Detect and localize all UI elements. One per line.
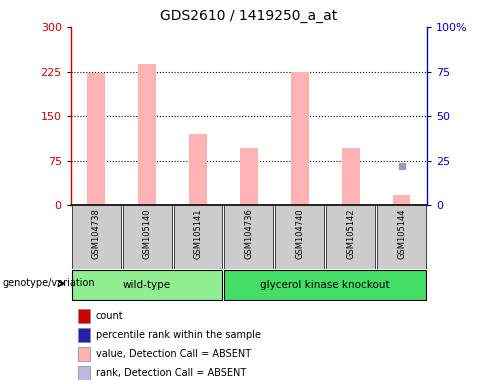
- Text: GSM104736: GSM104736: [244, 209, 253, 260]
- Bar: [78, 347, 90, 361]
- Bar: [291, 71, 309, 205]
- Text: GSM104740: GSM104740: [295, 209, 305, 259]
- Bar: [342, 148, 360, 205]
- Bar: [224, 205, 273, 269]
- Text: rank, Detection Call = ABSENT: rank, Detection Call = ABSENT: [96, 368, 246, 378]
- Bar: [174, 205, 223, 269]
- Bar: [78, 328, 90, 342]
- Text: GSM104738: GSM104738: [92, 209, 101, 260]
- Text: percentile rank within the sample: percentile rank within the sample: [96, 330, 261, 340]
- Text: wild-type: wild-type: [123, 280, 171, 290]
- Bar: [275, 205, 324, 269]
- Bar: [189, 134, 207, 205]
- Bar: [72, 205, 121, 269]
- Bar: [122, 205, 171, 269]
- Bar: [78, 366, 90, 380]
- Bar: [377, 205, 426, 269]
- Text: GSM105144: GSM105144: [397, 209, 406, 259]
- Text: GSM105142: GSM105142: [346, 209, 355, 259]
- Bar: [87, 73, 105, 205]
- Bar: [72, 270, 223, 300]
- Text: value, Detection Call = ABSENT: value, Detection Call = ABSENT: [96, 349, 251, 359]
- Text: GSM105140: GSM105140: [142, 209, 152, 259]
- Text: genotype/variation: genotype/variation: [2, 278, 95, 288]
- Text: GSM105141: GSM105141: [193, 209, 203, 259]
- Title: GDS2610 / 1419250_a_at: GDS2610 / 1419250_a_at: [160, 9, 338, 23]
- Bar: [393, 195, 410, 205]
- Bar: [78, 309, 90, 323]
- Bar: [138, 65, 156, 205]
- Text: count: count: [96, 311, 123, 321]
- Bar: [326, 205, 375, 269]
- Text: glycerol kinase knockout: glycerol kinase knockout: [261, 280, 390, 290]
- Bar: [240, 148, 258, 205]
- Bar: [224, 270, 426, 300]
